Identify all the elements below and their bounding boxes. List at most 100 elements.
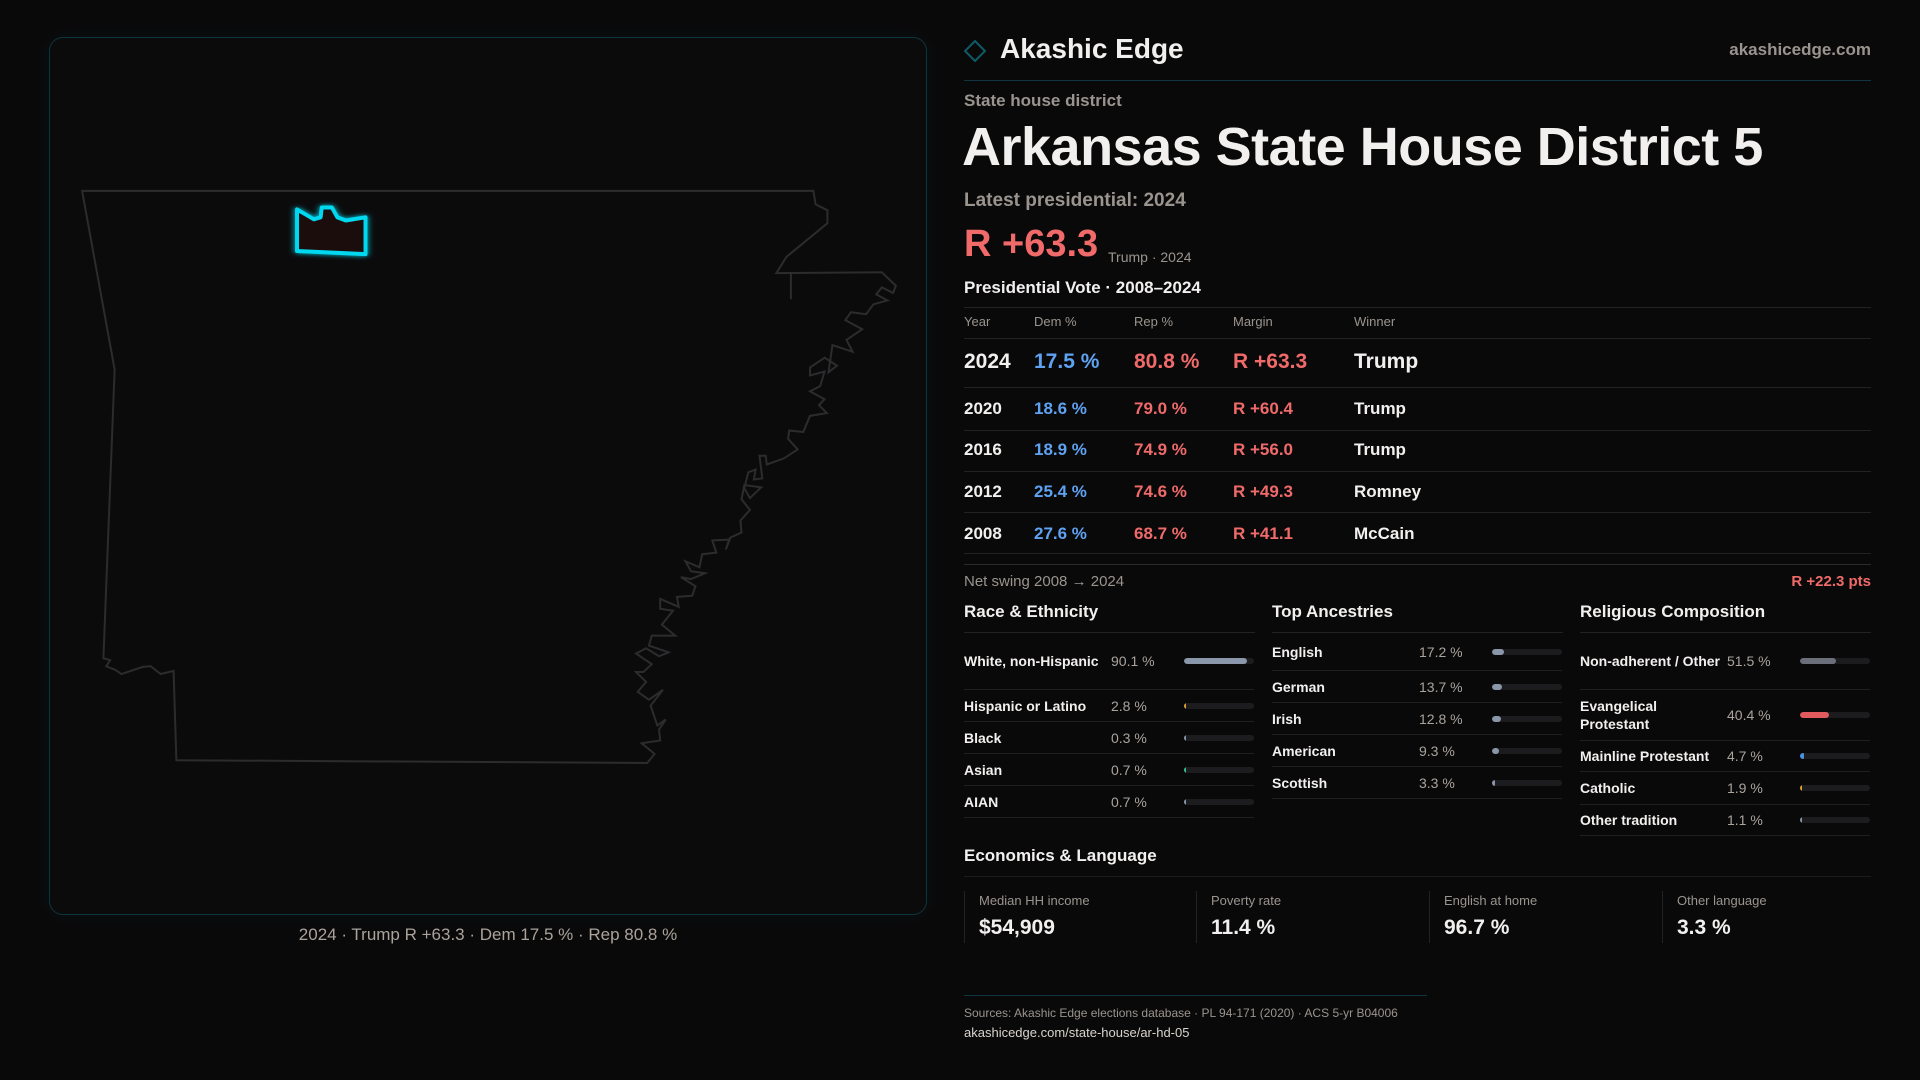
district-map[interactable] xyxy=(40,160,920,780)
column-header: Margin xyxy=(1233,314,1273,329)
item-bar-fill xyxy=(1492,715,1502,722)
item-value: 51.5 % xyxy=(1727,653,1771,669)
stat-card: Other language 3.3 % xyxy=(1662,891,1894,943)
row-divider xyxy=(964,387,1871,388)
ancestry-item: American 9.3 % xyxy=(1272,735,1562,767)
race-title: Race & Ethnicity xyxy=(964,602,1099,621)
stat-value: 3.3 % xyxy=(1677,916,1731,939)
item-value: 1.1 % xyxy=(1727,812,1763,828)
race-item: Hispanic or Latino 2.8 % xyxy=(964,690,1254,722)
item-bar-fill xyxy=(1800,658,1837,664)
column-header: Year xyxy=(964,314,991,329)
item-label: American xyxy=(1272,742,1336,759)
stat-value: 96.7 % xyxy=(1444,916,1510,939)
stat-card: English at home 96.7 % xyxy=(1429,891,1661,943)
item-bar-fill xyxy=(1800,817,1802,823)
ancestry-item: Scottish 3.3 % xyxy=(1272,767,1562,799)
item-bar xyxy=(1800,817,1870,823)
item-value: 40.4 % xyxy=(1727,707,1771,723)
item-value: 9.3 % xyxy=(1419,742,1455,759)
row-divider xyxy=(964,512,1871,513)
item-bar xyxy=(1800,785,1870,791)
stat-label: Other language xyxy=(1677,893,1767,908)
cell-winner: Trump xyxy=(1354,440,1406,459)
divider xyxy=(964,564,1871,565)
item-bar xyxy=(1184,798,1254,805)
page-url-link[interactable]: akashicedge.com/state-house/ar-hd-05 xyxy=(964,1025,1190,1040)
item-bar-fill xyxy=(1492,747,1499,754)
state-outline xyxy=(82,191,896,763)
footer-divider xyxy=(964,995,1427,996)
cell-margin: R +63.3 xyxy=(1233,350,1308,373)
cell-year: 2012 xyxy=(964,482,1002,501)
cell-margin: R +60.4 xyxy=(1233,399,1294,418)
ancestry-item: English 17.2 % xyxy=(1272,633,1562,671)
item-bar xyxy=(1492,779,1562,786)
cell-dem: 27.6 % xyxy=(1034,524,1087,543)
cell-dem: 25.4 % xyxy=(1034,482,1087,501)
cell-rep: 74.9 % xyxy=(1134,440,1187,459)
item-bar-fill xyxy=(1492,683,1502,690)
item-label: Catholic xyxy=(1580,780,1636,796)
item-bar-fill xyxy=(1184,702,1187,709)
item-value: 3.3 % xyxy=(1419,774,1455,791)
latest-label: Latest presidential: 2024 xyxy=(964,190,1186,211)
item-label: AIAN xyxy=(964,793,999,810)
stat-value: 11.4 % xyxy=(1211,916,1276,939)
item-bar xyxy=(1800,658,1870,664)
cell-margin: R +49.3 xyxy=(1233,482,1294,501)
item-bar xyxy=(1492,683,1562,690)
item-label: Black xyxy=(964,729,1002,746)
ancestry-item: German 13.7 % xyxy=(1272,671,1562,703)
cell-winner: Trump xyxy=(1354,399,1406,418)
ancestry-item: Irish 12.8 % xyxy=(1272,703,1562,735)
row-divider xyxy=(964,553,1871,554)
cell-rep: 68.7 % xyxy=(1134,524,1187,543)
race-item: Black 0.3 % xyxy=(964,722,1254,754)
map-caption: 2024 · Trump R +63.3 · Dem 17.5 % · Rep … xyxy=(298,925,678,944)
item-label: Other tradition xyxy=(1580,812,1678,828)
item-value: 1.9 % xyxy=(1727,780,1763,796)
item-bar xyxy=(1184,766,1254,773)
item-bar-fill xyxy=(1184,798,1186,805)
cell-dem: 18.6 % xyxy=(1034,399,1087,418)
item-value: 4.7 % xyxy=(1727,748,1763,764)
religion-title: Religious Composition xyxy=(1580,602,1766,621)
item-bar-fill xyxy=(1184,734,1186,741)
divider xyxy=(964,632,1255,633)
religion-item: Catholic 1.9 % xyxy=(1580,772,1870,805)
item-bar xyxy=(1184,702,1254,709)
cell-dem: 17.5 % xyxy=(1034,350,1100,373)
cell-year: 2008 xyxy=(964,524,1002,543)
item-label: Scottish xyxy=(1272,774,1328,791)
item-bar xyxy=(1492,747,1562,754)
district-shape[interactable] xyxy=(297,207,365,254)
item-bar xyxy=(1492,648,1562,655)
economics-title: Economics & Language xyxy=(964,846,1157,865)
row-divider xyxy=(964,430,1871,431)
race-item: Asian 0.7 % xyxy=(964,754,1254,786)
stat-card: Poverty rate 11.4 % xyxy=(1196,891,1428,943)
item-label: Evangelical Protestant xyxy=(1580,698,1658,732)
cell-margin: R +41.1 xyxy=(1233,524,1294,543)
column-header: Dem % xyxy=(1034,314,1077,329)
religion-item: Evangelical Protestant 40.4 % xyxy=(1580,690,1870,741)
item-bar-fill xyxy=(1184,658,1248,664)
latest-winner: Trump · 2024 xyxy=(1108,249,1192,265)
item-bar xyxy=(1184,658,1254,664)
cell-margin: R +56.0 xyxy=(1233,440,1294,459)
header-divider xyxy=(964,80,1871,81)
stat-label: Median HH income xyxy=(979,893,1090,908)
ancestry-title: Top Ancestries xyxy=(1272,602,1393,621)
page-title: Arkansas State House District 5 xyxy=(962,117,1763,177)
item-label: German xyxy=(1272,678,1325,695)
map-panel xyxy=(49,37,927,915)
diamond-logo-icon xyxy=(964,40,986,62)
cell-year: 2016 xyxy=(964,440,1002,459)
item-bar xyxy=(1184,734,1254,741)
cell-rep: 74.6 % xyxy=(1134,482,1187,501)
row-divider xyxy=(964,471,1871,472)
item-value: 12.8 % xyxy=(1419,710,1463,727)
brand-name: Akashic Edge xyxy=(1000,33,1184,64)
brand-url-link[interactable]: akashicedge.com xyxy=(1729,40,1871,59)
